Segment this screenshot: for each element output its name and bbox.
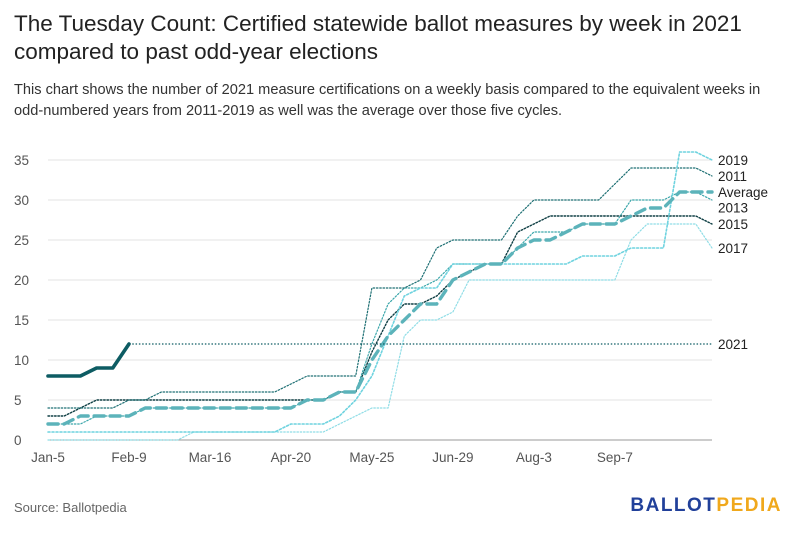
logo-part-pedia: PEDIA (716, 495, 782, 516)
y-tick-label: 10 (14, 353, 29, 368)
y-axis-ticks: 0 5 10 15 20 25 30 35 (14, 153, 29, 448)
series-line-2017 (47, 223, 713, 441)
x-tick-label: Sep-7 (597, 450, 633, 465)
x-tick-label: Mar-16 (189, 450, 232, 465)
series-label-2021: 2021 (718, 337, 748, 352)
y-tick-label: 5 (14, 393, 22, 408)
series-lines (46, 151, 714, 441)
series-line-average (46, 190, 714, 426)
y-tick-label: 20 (14, 273, 29, 288)
chart-subtitle: This chart shows the number of 2021 meas… (14, 82, 761, 119)
x-tick-label: Jun-29 (432, 450, 473, 465)
series-label-2017: 2017 (718, 241, 748, 256)
series-line-2015 (47, 215, 713, 417)
series-label-2013: 2013 (718, 201, 748, 216)
logo-part-ballot: BALLOT (630, 495, 717, 516)
y-tick-label: 30 (14, 193, 29, 208)
chart-title: The Tuesday Count: Certified statewide b… (14, 11, 742, 64)
y-tick-label: 35 (14, 153, 29, 168)
series-line-2013 (47, 191, 713, 425)
y-tick-label: 15 (14, 313, 29, 328)
series-label-2015: 2015 (718, 217, 748, 232)
y-tick-label: 0 (14, 433, 22, 448)
series-line-2021 (46, 342, 131, 378)
source-note: Source: Ballotpedia (14, 500, 127, 515)
x-axis-ticks: Jan-5 Feb-9 Mar-16 Apr-20 May-25 Jun-29 Aug-3 S… (31, 450, 633, 465)
series-line-2019 (47, 151, 713, 433)
series-label-2011: 2011 (718, 169, 747, 184)
x-tick-label: Jan-5 (31, 450, 65, 465)
series-label-2019: 2019 (718, 153, 748, 168)
x-tick-label: Feb-9 (111, 450, 146, 465)
ballotpedia-logo: BALLOTPEDIA (630, 495, 782, 517)
series-line-2011 (47, 167, 713, 409)
x-tick-label: Aug-3 (516, 450, 552, 465)
x-tick-label: Apr-20 (271, 450, 312, 465)
x-tick-label: May-25 (349, 450, 394, 465)
grid-lines (48, 159, 712, 441)
series-label-average: Average (718, 185, 768, 200)
y-tick-label: 25 (14, 233, 29, 248)
